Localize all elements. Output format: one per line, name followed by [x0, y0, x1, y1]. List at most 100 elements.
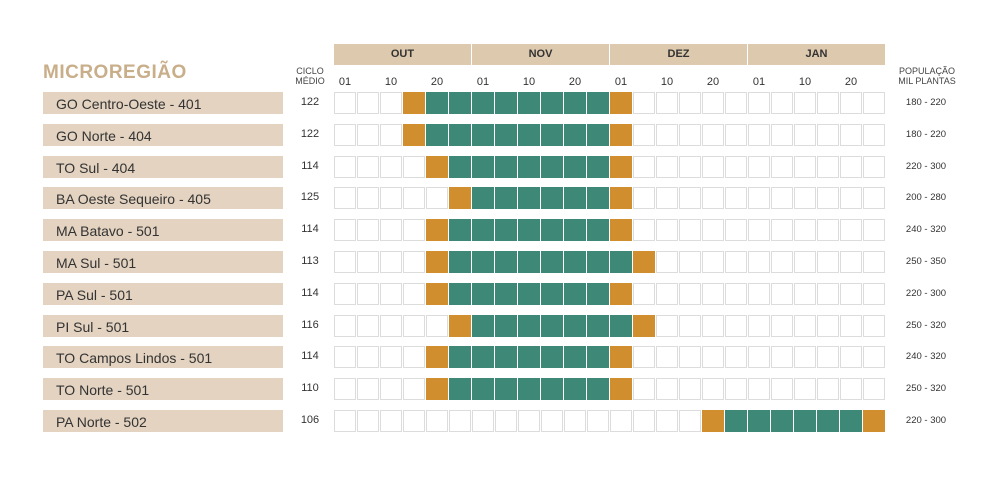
calendar-cell-active — [587, 282, 609, 305]
calendar-cell-active — [472, 187, 494, 210]
calendar-cell-active — [518, 123, 540, 146]
cycle-header-line1: CICLO — [296, 66, 324, 76]
calendar-cell-empty — [748, 219, 770, 242]
microregion-label: BA Oeste Sequeiro - 405 — [43, 187, 283, 210]
calendar-cell-empty — [472, 410, 494, 432]
calendar-cell-empty — [633, 187, 655, 210]
calendar-cell-empty — [702, 123, 724, 146]
calendar-cell-empty — [748, 251, 770, 273]
calendar-cell-active — [610, 314, 632, 337]
calendar-cell-active — [541, 346, 563, 369]
calendar-cell-empty — [357, 155, 379, 178]
calendar-cell-empty — [679, 346, 701, 369]
calendar-cell-empty — [863, 378, 885, 401]
calendar-cell-edge — [702, 410, 724, 432]
cycle-value: 114 — [301, 223, 319, 236]
calendar-cell-active — [495, 314, 517, 337]
calendar-cell-empty — [656, 410, 678, 432]
day-tick-label: 20 — [568, 76, 582, 88]
calendar-cell-empty — [771, 187, 793, 210]
day-tick-label: 01 — [614, 76, 628, 88]
calendar-cell-empty — [748, 346, 770, 369]
calendar-cell-empty — [702, 346, 724, 369]
calendar-cell-active — [541, 123, 563, 146]
calendar-cell-empty — [817, 251, 839, 273]
month-header-out: OUT — [334, 44, 471, 65]
calendar-cell-empty — [426, 410, 448, 432]
calendar-cell-empty — [403, 251, 425, 273]
calendar-cell-active — [587, 378, 609, 401]
calendar-cell-empty — [334, 346, 356, 369]
calendar-cell-empty — [817, 378, 839, 401]
population-value: 220 - 300 — [905, 415, 947, 426]
calendar-cell-empty — [794, 123, 816, 146]
calendar-cell-active — [564, 346, 586, 369]
calendar-cell-empty — [357, 282, 379, 305]
calendar-cell-active — [587, 251, 609, 273]
calendar-cell-empty — [380, 410, 402, 432]
calendar-cell-active — [518, 219, 540, 242]
cycle-header: CICLO MÉDIO — [285, 66, 335, 86]
calendar-cell-empty — [679, 314, 701, 337]
calendar-cell-empty — [817, 314, 839, 337]
calendar-cell-active — [449, 282, 471, 305]
calendar-cell-edge — [449, 314, 471, 337]
population-value: 200 - 280 — [905, 192, 947, 204]
calendar-cell-empty — [863, 92, 885, 114]
calendar-cell-empty — [380, 251, 402, 273]
calendar-cell-empty — [403, 378, 425, 401]
calendar-cell-active — [610, 251, 632, 273]
calendar-cell-empty — [840, 219, 862, 242]
population-value: 250 - 320 — [905, 383, 947, 395]
calendar-cell-active — [449, 155, 471, 178]
calendar-cell-empty — [380, 155, 402, 178]
microregion-label: TO Norte - 501 — [43, 378, 283, 401]
calendar-cell-empty — [725, 378, 747, 401]
calendar-cell-empty — [334, 410, 356, 432]
calendar-cell-active — [426, 92, 448, 114]
cycle-value: 116 — [301, 318, 319, 331]
calendar-cell-empty — [426, 314, 448, 337]
calendar-cell-active — [426, 123, 448, 146]
calendar-cell-empty — [679, 251, 701, 273]
calendar-cell-edge — [610, 282, 632, 305]
calendar-cell-active — [817, 410, 839, 432]
calendar-cell-empty — [840, 251, 862, 273]
calendar-cell-empty — [334, 378, 356, 401]
calendar-cell-edge — [426, 282, 448, 305]
calendar-cell-empty — [794, 155, 816, 178]
calendar-cell-empty — [656, 92, 678, 114]
calendar-cell-empty — [748, 314, 770, 337]
calendar-cell-empty — [587, 410, 609, 432]
calendar-cell-empty — [633, 346, 655, 369]
calendar-cell-active — [472, 378, 494, 401]
calendar-cell-empty — [357, 346, 379, 369]
calendar-cell-active — [564, 251, 586, 273]
calendar-cell-empty — [748, 187, 770, 210]
calendar-cell-empty — [863, 314, 885, 337]
calendar-cell-edge — [610, 155, 632, 178]
calendar-cell-active — [564, 155, 586, 178]
calendar-cell-edge — [426, 251, 448, 273]
calendar-cell-empty — [771, 155, 793, 178]
calendar-cell-empty — [702, 251, 724, 273]
calendar-cell-active — [472, 219, 494, 242]
calendar-cell-empty — [748, 282, 770, 305]
calendar-cell-active — [564, 378, 586, 401]
population-header-line2: MIL PLANTAS — [898, 76, 956, 86]
calendar-cell-edge — [403, 92, 425, 114]
calendar-cell-empty — [863, 187, 885, 210]
day-tick-label: 20 — [430, 76, 444, 88]
calendar-cell-active — [472, 123, 494, 146]
day-tick-label: 10 — [384, 76, 398, 88]
calendar-cell-empty — [426, 187, 448, 210]
day-tick-label: 20 — [844, 76, 858, 88]
calendar-cell-empty — [403, 155, 425, 178]
population-header: POPULAÇÃO MIL PLANTAS — [888, 66, 966, 86]
calendar-cell-empty — [794, 346, 816, 369]
calendar-cell-empty — [633, 410, 655, 432]
calendar-cell-edge — [426, 219, 448, 242]
calendar-cell-empty — [403, 410, 425, 432]
calendar-cell-active — [541, 251, 563, 273]
calendar-cell-active — [518, 378, 540, 401]
